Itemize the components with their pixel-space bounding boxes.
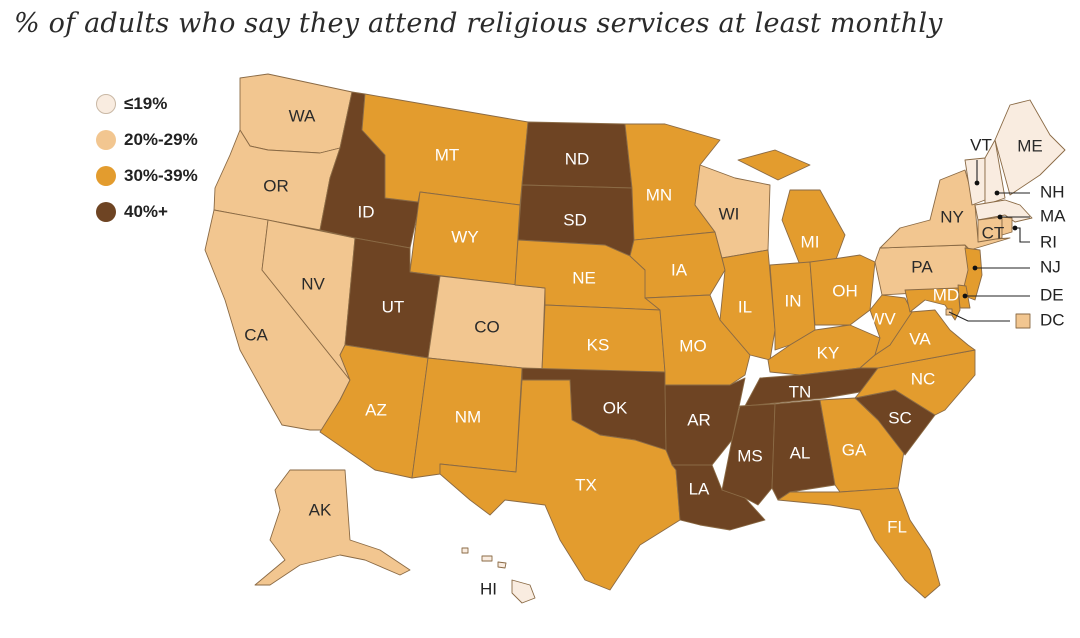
label-oh: OH (832, 281, 858, 300)
label-nc: NC (911, 369, 936, 388)
state-nh[interactable] (984, 139, 1006, 206)
label-nj: NJ (1040, 257, 1061, 276)
label-ca: CA (244, 325, 268, 344)
label-ks: KS (587, 335, 610, 354)
label-wi: WI (719, 204, 740, 223)
state-ri[interactable] (1001, 216, 1013, 236)
chart-title: % of adults who say they attend religiou… (14, 8, 943, 39)
dc-swatch (1015, 313, 1031, 329)
label-mo: MO (679, 336, 706, 355)
label-az: AZ (365, 400, 387, 419)
label-ky: KY (817, 343, 840, 362)
legend-label-low: 20%-29% (124, 130, 198, 149)
label-wv: WV (868, 309, 896, 328)
label-ga: GA (842, 440, 867, 459)
label-tn: TN (789, 382, 812, 401)
label-ny: NY (940, 207, 964, 226)
label-ok: OK (603, 398, 628, 417)
state-mo[interactable] (644, 294, 751, 386)
label-ma: MA (1040, 206, 1066, 225)
label-sc: SC (888, 408, 912, 427)
legend-swatch-low (96, 130, 116, 150)
label-al: AL (790, 443, 811, 462)
label-mn: MN (646, 185, 672, 204)
state-ar[interactable] (664, 377, 746, 466)
label-or: OR (263, 176, 289, 195)
state-me[interactable] (994, 99, 1066, 196)
label-nd: ND (565, 149, 590, 168)
legend-label-lowest: ≤19% (124, 94, 168, 113)
label-tx: TX (575, 475, 597, 494)
label-ut: UT (382, 297, 405, 316)
label-ne: NE (572, 268, 596, 287)
legend-swatch-high (96, 202, 116, 222)
legend-item-lowest: ≤19% (96, 86, 198, 122)
state-il[interactable] (719, 249, 776, 361)
legend-item-low: 20%-29% (96, 122, 198, 158)
state-fl[interactable] (777, 487, 941, 599)
label-mi: MI (801, 232, 820, 251)
label-ri: RI (1040, 232, 1057, 251)
label-nv: NV (301, 274, 325, 293)
label-wa: WA (289, 106, 316, 125)
label-sd: SD (563, 210, 587, 229)
label-vt: VT (970, 135, 992, 154)
label-ia: IA (671, 260, 688, 279)
label-la: LA (689, 479, 710, 498)
legend-swatch-mid (96, 166, 116, 186)
label-me: ME (1017, 136, 1043, 155)
legend-swatch-lowest (96, 94, 116, 114)
label-il: IL (738, 297, 752, 316)
label-nh: NH (1040, 182, 1065, 201)
label-mt: MT (435, 145, 460, 164)
legend-label-high: 40%+ (124, 202, 168, 221)
leader-lines (948, 160, 1030, 322)
label-ar: AR (687, 410, 711, 429)
legend-item-mid: 30%-39% (96, 158, 198, 194)
state-ak[interactable] (254, 469, 411, 586)
label-ms: MS (737, 446, 763, 465)
state-labels: WA OR CA NV ID MT WY UT CO AZ NM ND SD N… (244, 106, 1043, 536)
label-dc: DC (1040, 310, 1065, 329)
state-hi[interactable] (461, 547, 536, 604)
label-fl: FL (887, 517, 907, 536)
label-co: CO (474, 317, 500, 336)
state-la[interactable] (671, 464, 766, 531)
state-nj[interactable] (961, 247, 983, 301)
legend: ≤19% 20%-29% 30%-39% 40%+ (96, 86, 198, 230)
label-wy: WY (451, 227, 478, 246)
label-md: MD (933, 285, 959, 304)
label-va: VA (909, 329, 931, 348)
label-de: DE (1040, 285, 1064, 304)
legend-item-high: 40%+ (96, 194, 198, 230)
state-ct[interactable] (977, 216, 1003, 243)
state-tx[interactable] (439, 379, 681, 591)
label-id: ID (358, 202, 375, 221)
legend-label-mid: 30%-39% (124, 166, 198, 185)
label-hi: HI (480, 579, 497, 598)
state-wv[interactable] (869, 294, 913, 356)
callout-labels: VT NH MA RI NJ DE DC HI (480, 135, 1066, 598)
label-in: IN (785, 291, 802, 310)
label-pa: PA (911, 257, 933, 276)
label-ak: AK (309, 500, 332, 519)
state-oh[interactable] (809, 254, 876, 326)
label-nm: NM (455, 407, 481, 426)
label-ct: CT (982, 223, 1005, 242)
state-nc[interactable] (854, 349, 976, 416)
